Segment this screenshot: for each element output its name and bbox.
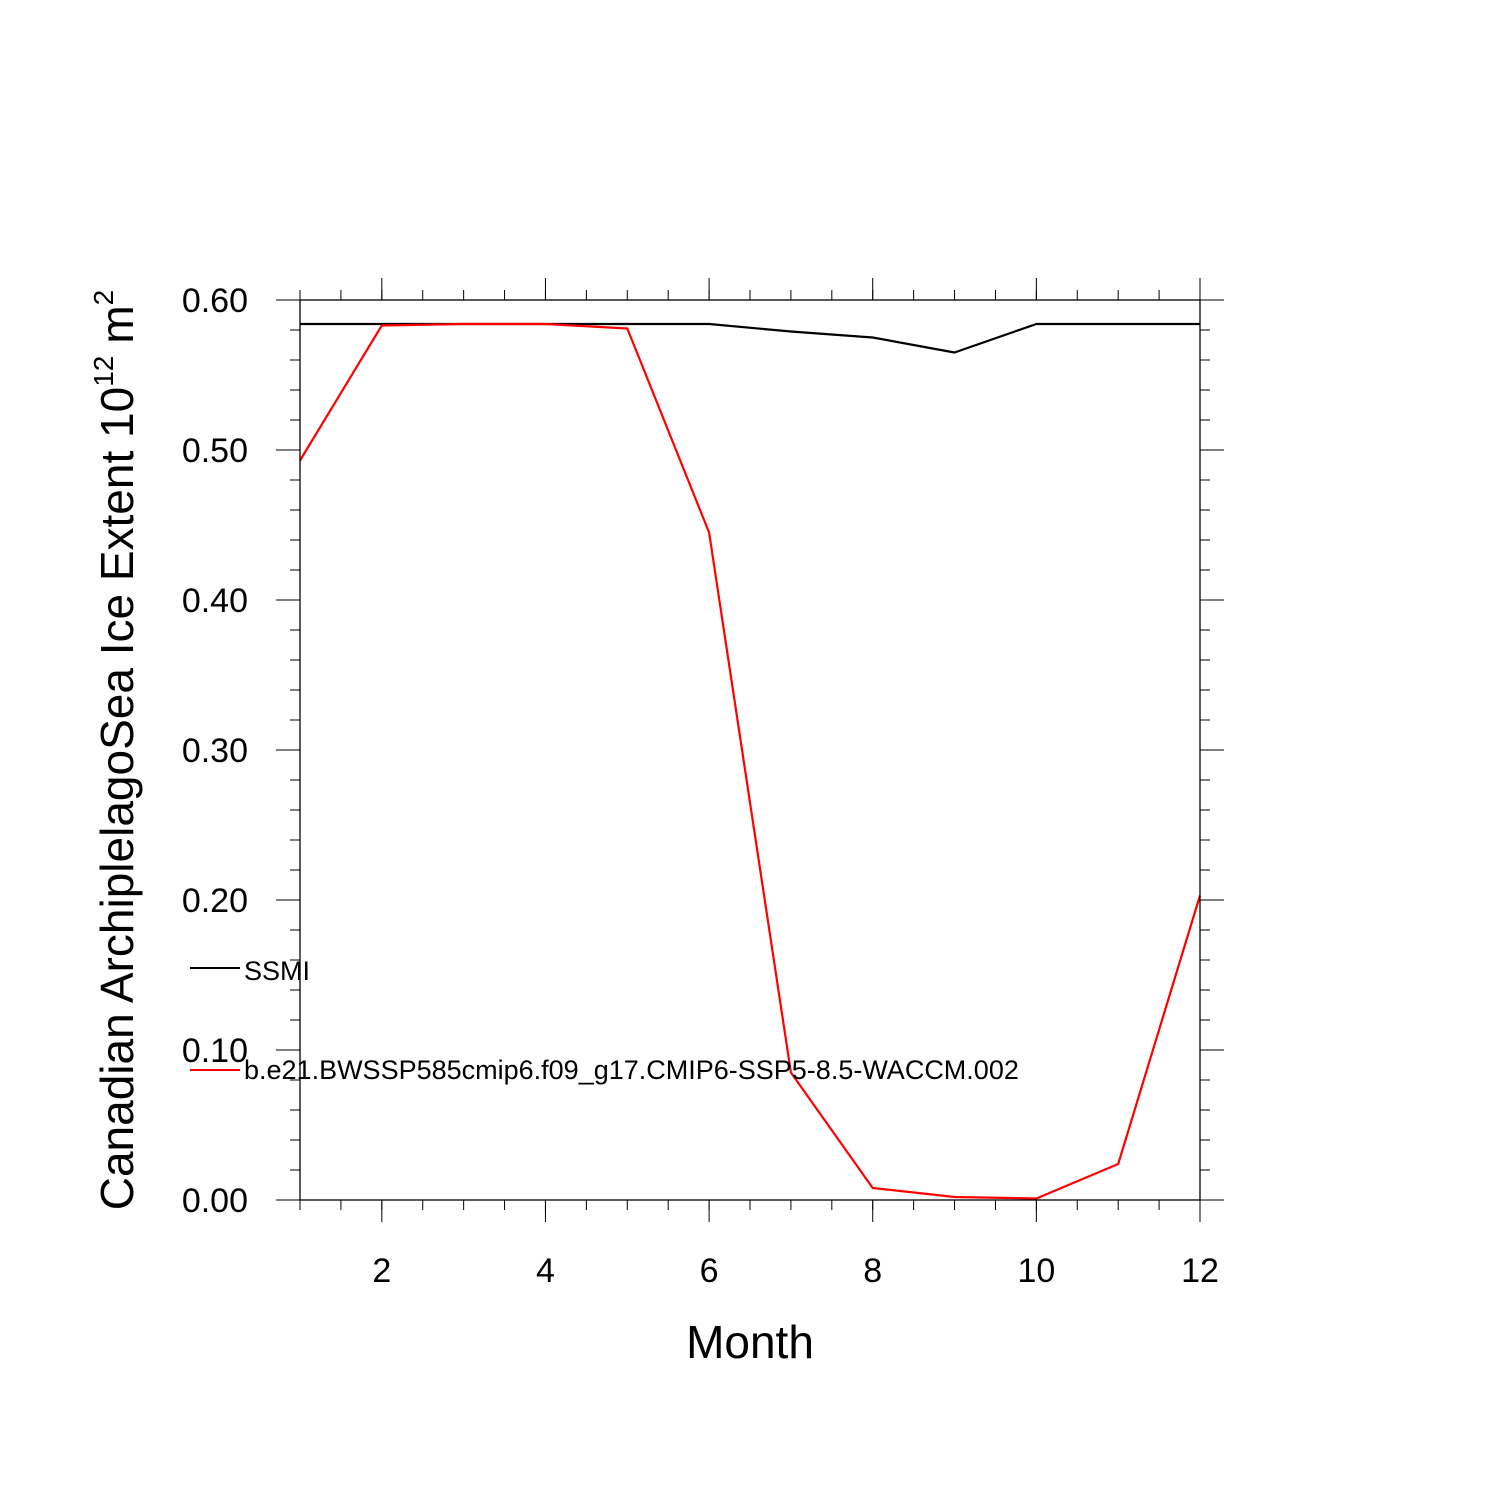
y-tick-label: 0.10 — [182, 1032, 248, 1070]
x-tick-label: 4 — [536, 1252, 555, 1290]
legend-label-ssmi: SSMI — [244, 956, 310, 986]
series-lines — [299, 322, 1202, 1200]
x-tick-label: 8 — [863, 1252, 882, 1290]
x-tick-label: 2 — [372, 1252, 391, 1290]
y-tick-label: 0.00 — [182, 1182, 248, 1220]
legend: SSMI b.e21.BWSSP585cmip6.f09_g17.CMIP6-S… — [190, 956, 1019, 1085]
y-tick-label: 0.40 — [182, 582, 248, 620]
y-tick-label: 0.20 — [182, 882, 248, 920]
x-tick-label: 12 — [1181, 1252, 1219, 1290]
x-tick-label: 6 — [700, 1252, 719, 1290]
series-line-waccm — [299, 322, 1202, 1200]
y-axis-title-unit: m — [91, 305, 143, 343]
series-line-ssmi — [300, 322, 1200, 354]
major-ticks — [276, 278, 1224, 1222]
x-tick-labels: 2 4 6 8 10 12 — [372, 1252, 1219, 1290]
y-axis-title: Canadian ArchiplelagoSea Ice Extent 1012… — [88, 290, 143, 1211]
x-tick-label: 10 — [1017, 1252, 1055, 1290]
plot-frame — [299, 299, 1201, 1201]
legend-label-waccm: b.e21.BWSSP585cmip6.f09_g17.CMIP6-SSP5-8… — [244, 1055, 1019, 1085]
y-tick-label: 0.50 — [182, 432, 248, 470]
y-axis-title-main: Canadian ArchiplelagoSea Ice Extent 10 — [91, 387, 143, 1210]
y-tick-label: 0.30 — [182, 732, 248, 770]
y-tick-labels: 0.00 0.10 0.20 0.30 0.40 0.50 0.60 — [182, 282, 248, 1220]
y-axis-title-unit-sup: 2 — [88, 290, 119, 306]
y-axis-title-sup: 12 — [88, 356, 119, 387]
x-axis-title: Month — [686, 1316, 814, 1368]
y-tick-label: 0.60 — [182, 282, 248, 320]
